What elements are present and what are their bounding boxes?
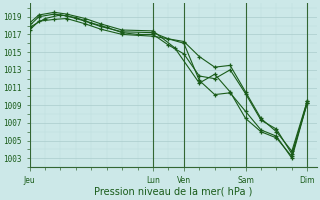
X-axis label: Pression niveau de la mer( hPa ): Pression niveau de la mer( hPa ) <box>94 187 252 197</box>
